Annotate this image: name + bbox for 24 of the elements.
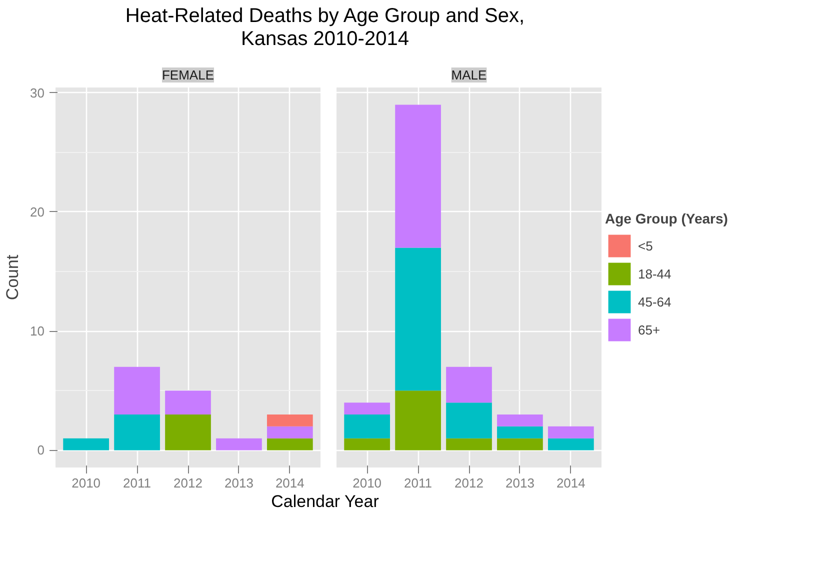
x-tick-label: 2011 (123, 476, 152, 490)
chart-title: Heat-Related Deaths by Age Group and Sex, Kansas 2010-2014 (125, 5, 525, 51)
chart-subtitle: FEMALE (162, 68, 214, 82)
y-tick-label: 10 (30, 324, 45, 339)
x-tick-label: 2012 (174, 476, 202, 490)
chart-subtitle: MALE (451, 68, 488, 82)
legend-label: 65+ (638, 322, 660, 337)
x-axis-title: Calendar Year (271, 491, 379, 513)
legend-label: 45-64 (638, 294, 672, 309)
x-tick-label: 2013 (506, 476, 534, 490)
y-tick-label: 0 (37, 442, 45, 458)
legend-label: <5 (638, 238, 654, 253)
x-tick-label: 2014 (556, 476, 586, 490)
legend-label: 18-44 (638, 266, 672, 281)
x-tick-label: 2012 (454, 476, 484, 490)
x-tick-label: 2010 (352, 476, 382, 490)
x-tick-label: 2011 (404, 476, 432, 490)
y-tick-label: 30 (30, 85, 45, 100)
x-tick-label: 2010 (72, 476, 101, 490)
y-tick-label: 20 (30, 204, 45, 220)
x-tick-label: 2013 (224, 476, 254, 490)
x-tick-label: 2014 (275, 476, 304, 490)
legend-title: Age Group (Years) (605, 210, 728, 226)
y-axis-title: Count (3, 254, 22, 300)
